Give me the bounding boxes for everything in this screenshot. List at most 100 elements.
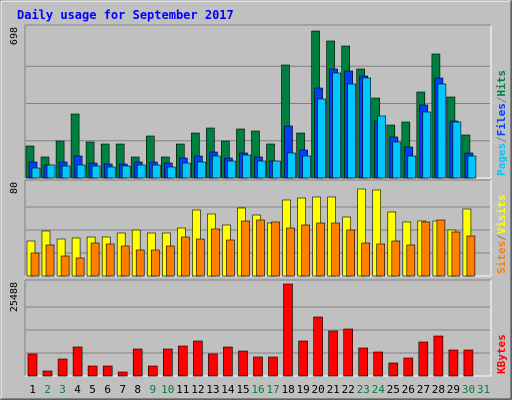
- bar-visits-sites-day-10: [166, 245, 175, 277]
- day-label-6: 6: [104, 383, 111, 396]
- bar-hits-pages-day-8: [136, 164, 146, 179]
- bar-hits-pages-day-24: [377, 115, 387, 179]
- bar-hits-pages-day-11: [182, 162, 191, 179]
- legend-separator: /: [495, 136, 508, 143]
- bar-kbytes-kbytes-day-29: [448, 349, 459, 377]
- bar-kbytes-kbytes-day-20: [313, 316, 323, 377]
- bar-hits-pages-day-17: [272, 160, 281, 179]
- bar-visits-sites-day-27: [421, 221, 431, 277]
- bar-visits-sites-day-16: [256, 219, 265, 277]
- bar-hits-pages-day-1: [31, 167, 41, 179]
- bar-visits-sites-day-7: [120, 245, 130, 277]
- bar-visits-sites-day-4: [75, 257, 85, 277]
- bar-visits-sites-day-9: [151, 249, 160, 277]
- bar-kbytes-kbytes-day-30: [463, 349, 474, 377]
- day-label-1: 1: [29, 383, 36, 396]
- bar-kbytes-kbytes-day-5: [87, 365, 98, 377]
- bar-visits-sites-day-30: [466, 235, 476, 277]
- ymax-label-kbytes: 25488: [9, 282, 20, 312]
- legend-entry-sites: Sites: [495, 241, 508, 274]
- day-label-22: 22: [342, 383, 355, 396]
- bar-kbytes-kbytes-day-10: [163, 348, 173, 377]
- legend-hits: Pages/Files/Hits: [495, 70, 508, 176]
- legend-kbytes: KBytes: [495, 334, 508, 374]
- panel-visits: 80 Sites/Visits: [9, 179, 508, 277]
- bar-kbytes-kbytes-day-11: [178, 345, 188, 377]
- bar-kbytes-kbytes-day-26: [403, 357, 414, 377]
- bar-visits-sites-day-25: [391, 240, 401, 277]
- bar-kbytes-kbytes-day-1: [27, 353, 38, 377]
- day-label-2: 2: [44, 383, 51, 396]
- bar-visits-sites-day-23: [361, 242, 371, 277]
- bar-hits-pages-day-4: [76, 164, 86, 179]
- bar-visits-sites-day-22: [346, 229, 356, 277]
- bar-visits-sites-day-8: [135, 249, 145, 277]
- bar-visits-sites-day-6: [105, 243, 115, 277]
- day-label-4: 4: [74, 383, 81, 396]
- bar-hits-pages-day-16: [257, 160, 266, 179]
- chart-title: Daily usage for September 2017: [17, 8, 234, 22]
- day-label-9: 9: [149, 383, 156, 396]
- day-label-3: 3: [59, 383, 66, 396]
- bar-visits-sites-day-29: [451, 231, 461, 277]
- bar-kbytes-kbytes-day-4: [72, 346, 83, 377]
- bar-hits-pages-day-15: [242, 154, 251, 179]
- bar-visits-sites-day-24: [376, 243, 386, 277]
- bar-hits-pages-day-20: [317, 98, 326, 179]
- bar-kbytes-kbytes-day-28: [433, 335, 444, 377]
- bar-kbytes-kbytes-day-16: [253, 356, 263, 377]
- bar-hits-pages-day-23: [362, 77, 372, 179]
- day-label-18: 18: [281, 383, 294, 396]
- bar-hits-pages-day-10: [167, 166, 176, 179]
- bar-kbytes-kbytes-day-22: [343, 328, 354, 377]
- bar-kbytes-kbytes-day-9: [148, 365, 158, 377]
- bar-hits-pages-day-12: [197, 161, 206, 179]
- ymax-label-visits: 80: [9, 182, 20, 194]
- bar-hits-pages-day-27: [422, 111, 432, 179]
- legend-separator: /: [495, 234, 508, 241]
- day-label-24: 24: [372, 383, 386, 396]
- legend-entry-pages: Pages: [495, 143, 508, 176]
- bar-visits-sites-day-28: [436, 219, 446, 277]
- bar-visits-sites-day-14: [226, 239, 235, 277]
- bar-kbytes-kbytes-day-6: [102, 365, 113, 377]
- bar-hits-pages-day-22: [347, 83, 357, 179]
- day-label-10: 10: [161, 383, 174, 396]
- day-label-14: 14: [221, 383, 235, 396]
- bar-kbytes-kbytes-day-21: [328, 330, 338, 377]
- bar-kbytes-kbytes-day-2: [42, 370, 53, 377]
- day-label-25: 25: [387, 383, 400, 396]
- day-label-27: 27: [417, 383, 430, 396]
- bar-hits-pages-day-2: [46, 164, 56, 179]
- day-label-28: 28: [432, 383, 445, 396]
- day-label-31: 31: [477, 383, 490, 396]
- bar-kbytes-kbytes-day-14: [223, 346, 233, 377]
- day-label-13: 13: [206, 383, 219, 396]
- bar-visits-sites-day-21: [331, 222, 340, 277]
- bar-kbytes-kbytes-day-19: [298, 340, 308, 377]
- day-label-26: 26: [402, 383, 415, 396]
- bar-kbytes-kbytes-day-13: [208, 353, 218, 377]
- bar-hits-pages-day-21: [332, 72, 341, 179]
- bar-visits-sites-day-11: [181, 236, 190, 277]
- legend-separator: /: [495, 96, 508, 103]
- bar-kbytes-kbytes-day-18: [283, 283, 293, 377]
- panel-hits: 698 Pages/Files/Hits: [9, 24, 508, 179]
- bar-visits-sites-day-2: [45, 244, 55, 277]
- day-label-19: 19: [296, 383, 309, 396]
- bar-hits-pages-day-29: [452, 121, 462, 179]
- day-label-15: 15: [236, 383, 249, 396]
- bar-visits-sites-day-19: [301, 224, 310, 277]
- bar-visits-sites-day-17: [271, 221, 280, 277]
- bar-hits-pages-day-7: [121, 165, 131, 179]
- bar-hits-pages-day-5: [91, 165, 101, 179]
- legend-visits: Sites/Visits: [495, 195, 508, 275]
- bar-visits-sites-day-12: [196, 238, 205, 277]
- ymax-label-hits: 698: [9, 27, 20, 45]
- day-label-12: 12: [191, 383, 204, 396]
- bar-hits-pages-day-30: [467, 155, 477, 179]
- bar-hits-pages-day-9: [152, 164, 161, 179]
- legend-entry-hits: Hits: [495, 70, 508, 97]
- bar-kbytes-kbytes-day-25: [388, 362, 399, 377]
